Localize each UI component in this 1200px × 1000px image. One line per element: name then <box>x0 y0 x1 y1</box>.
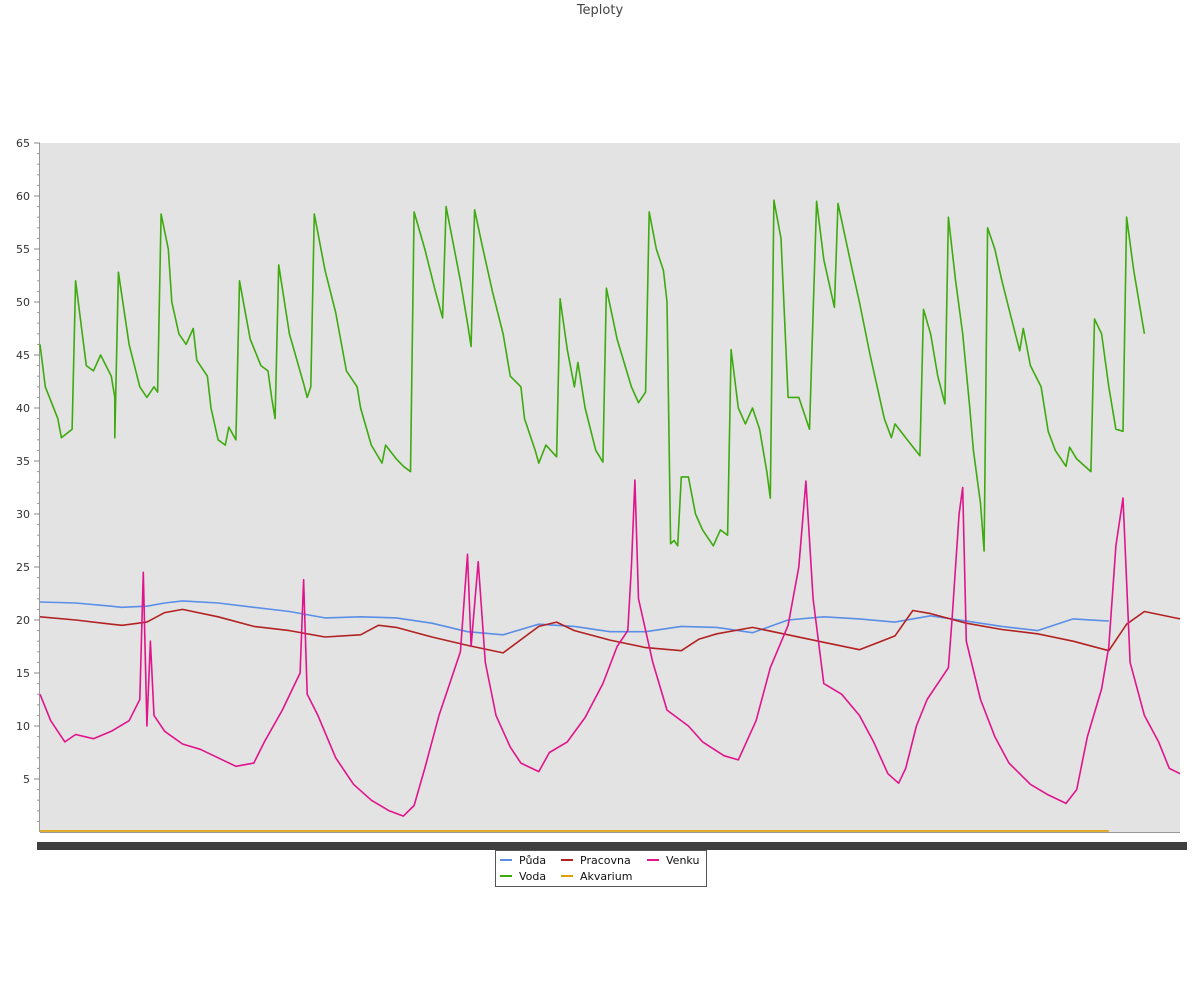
legend-label-venku: Venku <box>666 854 699 867</box>
y-tick-label: 25 <box>16 561 30 574</box>
series-layer <box>39 199 1181 832</box>
legend-label-pracovna: Pracovna <box>580 854 631 867</box>
x-axis <box>37 832 1187 850</box>
chart-title: Teploty <box>576 3 624 18</box>
series-line-voda <box>39 199 1146 552</box>
y-tick-label: 55 <box>16 243 30 256</box>
legend-label-akvarium: Akvarium <box>580 870 632 883</box>
series-line-venku <box>39 479 1181 817</box>
series-line-pracovna <box>39 608 1181 654</box>
legend-box <box>495 850 707 887</box>
legend-label-voda: Voda <box>519 870 546 883</box>
plot-background <box>40 143 1180 832</box>
y-tick-label: 5 <box>23 773 30 786</box>
y-tick-label: 15 <box>16 667 30 680</box>
y-tick-label: 20 <box>16 614 30 627</box>
y-tick-label: 50 <box>16 296 30 309</box>
series-line-puda <box>39 600 1109 636</box>
y-tick-label: 35 <box>16 455 30 468</box>
y-tick-label: 45 <box>16 349 30 362</box>
y-tick-label: 10 <box>16 720 30 733</box>
y-tick-label: 65 <box>16 137 30 150</box>
legend-label-puda: Půda <box>519 854 546 867</box>
x-tick-band <box>37 842 1187 850</box>
y-axis: 5 10 15 20 25 30 35 40 45 50 55 60 65 <box>16 137 40 832</box>
y-tick-label: 40 <box>16 402 30 415</box>
legend: Půda Voda Pracovna Akvarium Venku <box>495 850 707 887</box>
y-tick-label: 30 <box>16 508 30 521</box>
y-tick-label: 60 <box>16 190 30 203</box>
